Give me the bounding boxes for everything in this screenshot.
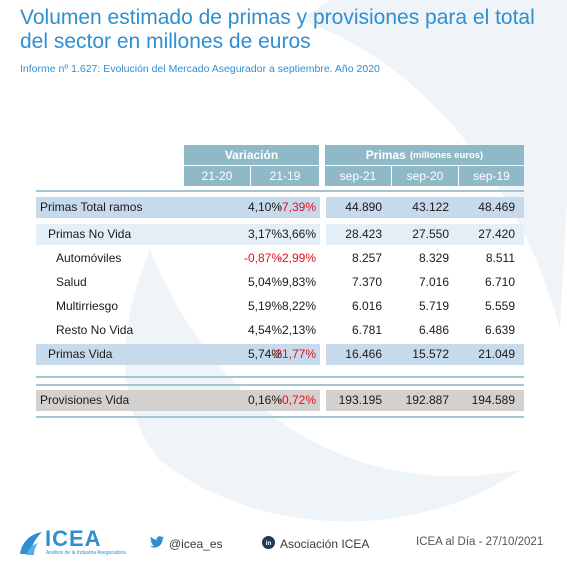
var-21-19: 9,83% <box>281 275 316 289</box>
var-21-19: -2,99% <box>277 251 316 265</box>
table-bottom-separator <box>36 416 524 418</box>
table-row: Multirriesgo 5,19% 8,22% 6.016 5.719 5.5… <box>36 296 524 317</box>
row-label: Primas Vida <box>48 347 113 361</box>
table-row: Primas Total ramos 4,10% -7,39% 44.890 4… <box>36 197 524 218</box>
row-label: Provisiones Vida <box>40 393 130 407</box>
var-21-20: 0,16% <box>247 393 282 407</box>
primas-sep-19: 6.710 <box>484 275 515 289</box>
table-row: Primas No Vida 3,17% 3,66% 28.423 27.550… <box>36 224 524 245</box>
linkedin-icon: in <box>262 536 275 552</box>
primas-sep-20: 27.550 <box>412 227 449 241</box>
primas-sep-20: 15.572 <box>412 347 449 361</box>
primas-sep-21: 8.257 <box>351 251 382 265</box>
col-header-21-20: 21-20 <box>184 166 250 186</box>
primas-sep-20: 5.719 <box>418 299 449 313</box>
primas-sep-19: 48.469 <box>478 200 515 214</box>
primas-sep-20: 7.016 <box>418 275 449 289</box>
var-21-19: -0,72% <box>277 393 316 407</box>
var-21-20: 5,19% <box>247 299 282 313</box>
svg-text:in: in <box>266 540 272 547</box>
twitter-handle: @icea_es <box>169 536 223 551</box>
primas-sep-20: 6.486 <box>418 323 449 337</box>
col-header-sep-19: sep-19 <box>459 166 524 186</box>
primas-sep-19: 27.420 <box>478 227 515 241</box>
var-21-19: -7,39% <box>277 200 316 214</box>
linkedin-name: Asociación ICEA <box>280 537 370 551</box>
col-header-21-19: 21-19 <box>251 166 319 186</box>
var-21-19: 8,22% <box>281 299 316 313</box>
primas-group-unit: (millones euros) <box>409 149 484 161</box>
table-row: Provisiones Vida 0,16% -0,72% 193.195 19… <box>36 390 524 411</box>
publication-date: ICEA al Día - 27/10/2021 <box>416 536 544 548</box>
var-21-20: 4,10% <box>247 200 282 214</box>
primas-sep-20: 43.122 <box>412 200 449 214</box>
var-21-20: 5,74% <box>247 347 282 361</box>
var-21-19: -21,77% <box>271 347 316 361</box>
primas-sep-21: 6.781 <box>351 323 382 337</box>
primas-sep-19: 21.049 <box>478 347 515 361</box>
var-21-20: 3,17% <box>247 227 282 241</box>
var-21-20: 5,04% <box>247 275 282 289</box>
primas-sep-19: 8.511 <box>485 251 515 265</box>
var-21-19: 3,66% <box>281 227 316 241</box>
primas-sep-19: 6.639 <box>484 323 515 337</box>
primas-group-header: Primas (millones euros) <box>325 145 524 165</box>
page-subtitle: Informe nº 1.627: Evolución del Mercado … <box>20 63 380 75</box>
table-row: Resto No Vida 4,54% 2,13% 6.781 6.486 6.… <box>36 320 524 341</box>
icea-logo-tagline: Análisis de la Industria Aseguradora <box>46 550 126 556</box>
table-row: Automóviles -0,87% -2,99% 8.257 8.329 8.… <box>36 248 524 269</box>
page-title: Volumen estimado de primas y provisiones… <box>20 6 535 53</box>
var-21-19: 2,13% <box>281 323 316 337</box>
row-label: Primas Total ramos <box>40 200 143 214</box>
row-label: Primas No Vida <box>48 227 132 241</box>
row-label: Automóviles <box>56 251 122 265</box>
primas-group-label: Primas <box>365 148 406 162</box>
primas-sep-21: 28.423 <box>345 227 382 241</box>
row-label: Resto No Vida <box>56 323 134 337</box>
header-separator <box>36 190 524 192</box>
provisiones-sep-21: 193.195 <box>338 393 382 407</box>
provisiones-sep-20: 192.887 <box>405 393 449 407</box>
row-label: Multirriesgo <box>56 299 119 313</box>
table-row: Primas Vida 5,74% -21,77% 16.466 15.572 … <box>36 344 524 365</box>
var-21-20: -0,87% <box>243 251 282 265</box>
row-label: Salud <box>56 275 87 289</box>
linkedin-link[interactable]: in Asociación ICEA <box>262 536 369 552</box>
primas-sep-21: 7.370 <box>351 275 382 289</box>
primas-sep-19: 5.559 <box>484 299 515 313</box>
primas-sep-20: 8.329 <box>418 251 449 265</box>
icea-logo-icon <box>20 532 42 555</box>
primas-sep-21: 6.016 <box>351 299 382 313</box>
twitter-link[interactable]: @icea_es <box>150 536 223 551</box>
col-header-sep-21: sep-21 <box>325 166 391 186</box>
table-separator <box>36 384 524 386</box>
var-21-20: 4,54% <box>247 323 282 337</box>
primas-sep-21: 44.890 <box>345 200 382 214</box>
twitter-icon <box>150 536 164 551</box>
icea-logo-text: ICEA <box>45 526 102 551</box>
primas-sep-21: 16.466 <box>345 347 382 361</box>
table-row: Salud 5,04% 9,83% 7.370 7.016 6.710 <box>36 272 524 293</box>
provisiones-sep-19: 194.589 <box>471 393 515 407</box>
col-header-sep-20: sep-20 <box>392 166 458 186</box>
variacion-group-header: Variación <box>184 145 319 165</box>
table-separator <box>36 376 524 378</box>
